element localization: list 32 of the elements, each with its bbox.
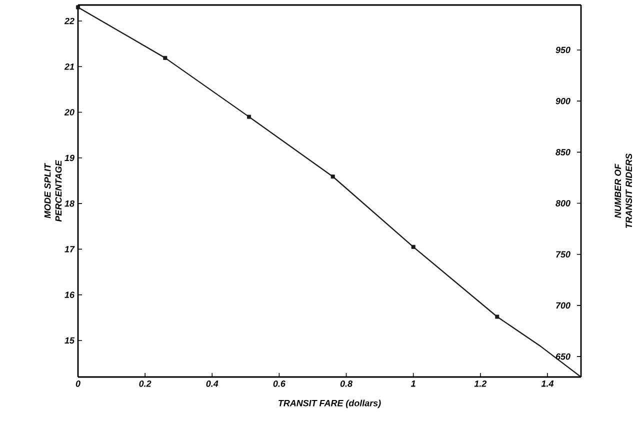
y-tick-label: 17 [64, 246, 75, 252]
y2-tick-label: 700 [556, 302, 570, 309]
y2-tick-label: 850 [556, 148, 570, 156]
y-tick-label: 16 [64, 292, 75, 298]
x-tick-label: 0.8 [340, 380, 352, 387]
point [495, 314, 500, 319]
x-tick-label: 1.2 [474, 380, 487, 387]
y2-tick-label: 900 [556, 98, 570, 104]
point [330, 174, 335, 179]
y-tick-label: 18 [64, 200, 74, 207]
y-tick-label: 22 [64, 18, 74, 24]
y2-tick-label: 750 [556, 251, 570, 258]
x-tick-label: 1 [410, 380, 416, 387]
y2-axis-title: NUMBER OF TRANSIT RIDERS [614, 153, 632, 228]
y2-tick-label: 800 [556, 200, 570, 206]
x-tick-label: 0.6 [273, 380, 286, 387]
y2-tick-label: 950 [556, 46, 570, 54]
y-tick-label: 19 [64, 154, 74, 162]
x-tick-label: 0.2 [139, 380, 152, 387]
y-axis-title: MODE SPLIT PERCENTAGE [44, 160, 62, 222]
point [411, 244, 416, 249]
y-tick-label: 20 [64, 109, 74, 116]
x-tick-label: 0 [76, 380, 80, 387]
point [247, 114, 252, 119]
x-axis-title: TRANSIT FARE (dollars) [278, 400, 381, 408]
x-tick-label: 0.4 [206, 380, 218, 387]
point [163, 56, 168, 60]
y2-tick-label: 650 [556, 353, 570, 360]
x-tick-label: 1.4 [541, 380, 554, 387]
y-tick-label: 21 [64, 63, 74, 70]
y-tick-label: 15 [64, 337, 75, 344]
point [76, 5, 80, 10]
